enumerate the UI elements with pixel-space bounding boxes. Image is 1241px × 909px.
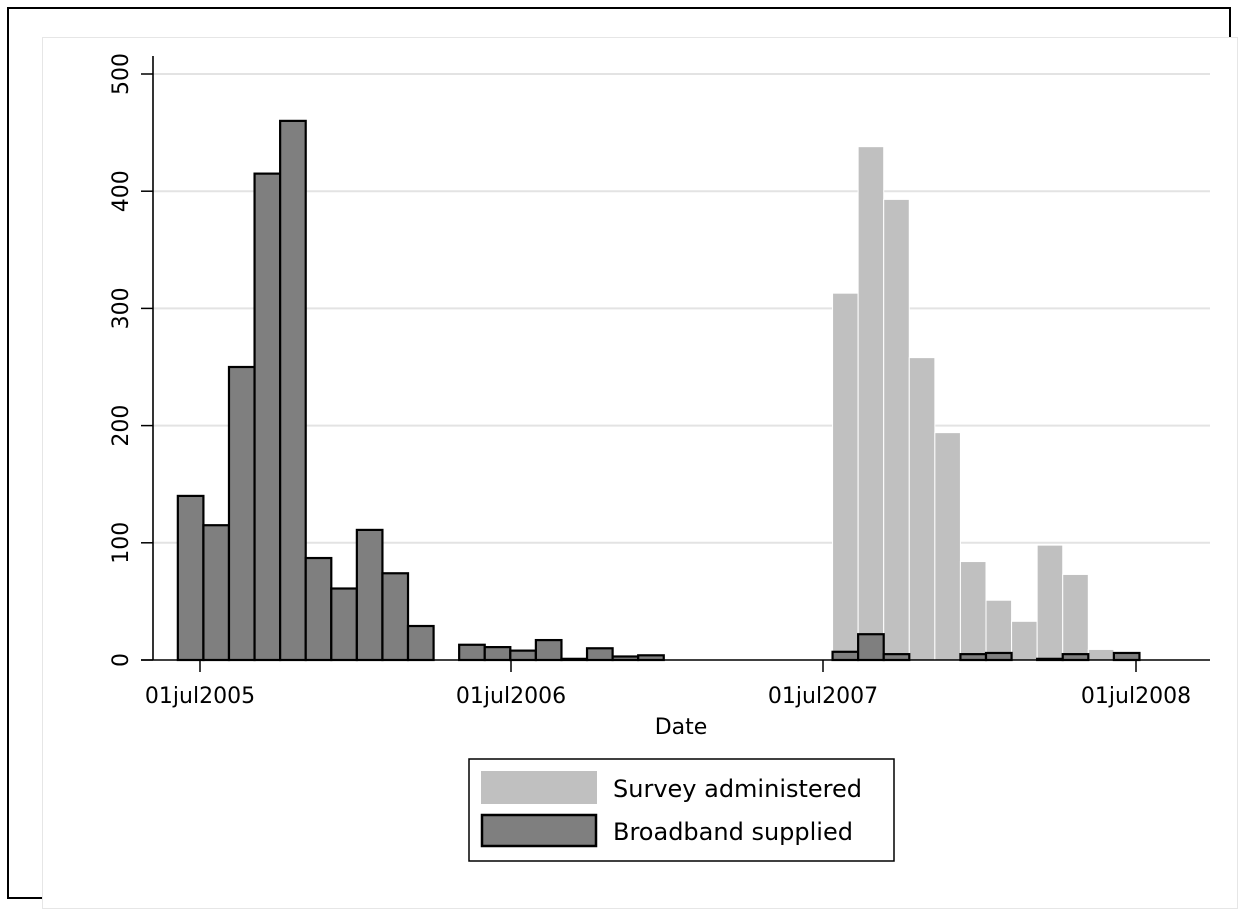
broadband-bar [279, 119, 307, 662]
broadband-bar [253, 172, 282, 662]
x-tick-label: 01jul2006 [456, 684, 566, 709]
broadband-supplied-bars [176, 119, 1141, 662]
survey-bar [1062, 573, 1089, 661]
broadband-bar [831, 650, 860, 662]
x-tick-label: 01jul2008 [1081, 684, 1191, 709]
broadband-bar [381, 572, 410, 662]
broadband-bar [984, 651, 1013, 662]
broadband-bar [176, 494, 205, 662]
axes [141, 56, 1210, 661]
broadband-bar [1061, 653, 1090, 662]
x-axis-title: Date [655, 715, 708, 740]
y-axis-ticks: 0 100 200 300 400 500 [109, 53, 153, 667]
broadband-bar [304, 556, 333, 662]
broadband-bar [458, 643, 486, 662]
survey-bar [857, 146, 885, 661]
survey-bar [883, 198, 910, 661]
y-tick-label: 100 [109, 522, 134, 564]
survey-bar [908, 357, 936, 661]
broadband-bar [355, 528, 384, 662]
broadband-bar [585, 647, 614, 662]
legend-swatch-broadband [480, 813, 598, 848]
broadband-bar [857, 633, 885, 662]
broadband-bar [227, 365, 256, 662]
survey-bar [1036, 544, 1064, 661]
gridlines [153, 73, 1210, 544]
x-axis-ticks: 01jul2005 01jul2006 01jul2007 01jul2008 [145, 660, 1191, 709]
survey-administered-bars [832, 146, 1140, 661]
y-tick-label: 400 [109, 170, 134, 212]
survey-bar [1011, 620, 1038, 661]
legend: Survey administered Broadband supplied [468, 758, 895, 862]
y-tick-label: 500 [109, 53, 134, 95]
broadband-bar [202, 524, 231, 662]
survey-bar [832, 292, 859, 661]
broadband-bar [330, 587, 358, 662]
survey-bar [1087, 648, 1115, 661]
legend-swatch-survey [481, 771, 597, 804]
broadband-bar [882, 653, 911, 662]
broadband-bar [959, 653, 988, 662]
broadband-bar [534, 638, 563, 662]
legend-label-survey: Survey administered [613, 775, 862, 803]
broadband-bar [483, 646, 512, 662]
y-tick-label: 300 [109, 287, 134, 329]
survey-bar [934, 432, 961, 661]
survey-bar [985, 599, 1013, 661]
broadband-bar [509, 649, 537, 662]
y-tick-label: 0 [109, 653, 134, 667]
broadband-bar [1112, 651, 1141, 662]
y-tick-label: 200 [109, 405, 134, 447]
legend-label-broadband: Broadband supplied [613, 818, 853, 846]
survey-bar [959, 561, 987, 661]
broadband-bar [406, 624, 435, 662]
x-tick-label: 01jul2005 [145, 684, 255, 709]
x-tick-label: 01jul2007 [768, 684, 878, 709]
